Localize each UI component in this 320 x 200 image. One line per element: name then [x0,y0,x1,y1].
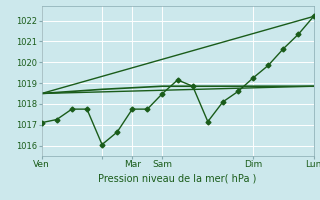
X-axis label: Pression niveau de la mer( hPa ): Pression niveau de la mer( hPa ) [99,173,257,183]
